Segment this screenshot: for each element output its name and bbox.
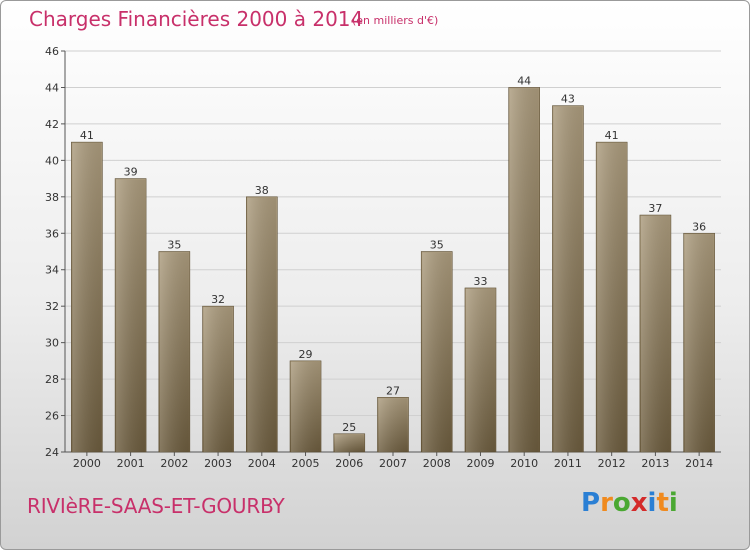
- y-tick-label: 42: [45, 118, 59, 131]
- logo-letter: r: [600, 488, 613, 518]
- bar-value-label: 37: [648, 202, 662, 215]
- x-tick-label: 2012: [598, 457, 626, 470]
- bar-highlight: [291, 361, 321, 452]
- y-tick-label: 28: [45, 373, 59, 386]
- logo-letter: o: [612, 488, 631, 518]
- x-tick-label: 2003: [204, 457, 232, 470]
- y-tick-label: 34: [45, 264, 59, 277]
- chart-title: Charges Financières 2000 à 2014: [29, 7, 364, 31]
- bar-value-label: 41: [605, 129, 619, 142]
- bar-value-label: 32: [211, 293, 225, 306]
- bar-highlight: [465, 288, 495, 452]
- bar-highlight: [72, 143, 102, 453]
- bar-highlight: [334, 434, 364, 452]
- commune-name: RIVIèRE-SAAS-ET-GOURBY: [27, 494, 285, 518]
- y-tick-label: 40: [45, 154, 59, 167]
- bar-highlight: [247, 197, 277, 452]
- x-tick-label: 2004: [248, 457, 276, 470]
- bar-highlight: [684, 234, 714, 452]
- data-labels: 41 39 35 32 38 29 25 27 35 33 44 43 41 37 36: [80, 74, 706, 433]
- bar-value-label: 35: [167, 239, 181, 252]
- x-tick-label: 2013: [641, 457, 669, 470]
- bar-highlight: [116, 179, 146, 452]
- y-tick-label: 44: [45, 81, 59, 94]
- chart-subtitle: (en milliers d'€): [352, 14, 439, 27]
- bar-value-label: 39: [124, 166, 138, 179]
- bar-highlight: [553, 106, 583, 452]
- bar-highlight: [509, 88, 539, 453]
- logo-letter: i: [668, 488, 678, 518]
- bar-value-label: 38: [255, 184, 269, 197]
- y-tick-label: 38: [45, 191, 59, 204]
- logo-letter: P: [581, 488, 601, 518]
- bar-value-label: 29: [299, 348, 313, 361]
- bars: [71, 87, 715, 453]
- x-tick-label: 2009: [466, 457, 494, 470]
- y-tick-label: 24: [45, 446, 59, 459]
- bar-highlight: [422, 252, 452, 452]
- x-tick-label: 2010: [510, 457, 538, 470]
- bar-highlight: [597, 143, 627, 453]
- y-tick-label: 30: [45, 337, 59, 350]
- x-tick-label: 2001: [117, 457, 145, 470]
- bar-highlight: [378, 398, 408, 452]
- logo-letter: t: [656, 488, 669, 518]
- bar-value-label: 43: [561, 93, 575, 106]
- bar-value-label: 44: [517, 74, 531, 87]
- y-tick-label: 26: [45, 410, 59, 423]
- logo-letter: i: [647, 488, 657, 518]
- x-tick-label: 2002: [160, 457, 188, 470]
- x-tick-label: 2008: [423, 457, 451, 470]
- bar-value-label: 35: [430, 239, 444, 252]
- logo-letter: x: [630, 488, 648, 518]
- proxiti-logo[interactable]: Proxiti: [581, 488, 678, 518]
- x-tick-label: 2014: [685, 457, 713, 470]
- x-tick-label: 2011: [554, 457, 582, 470]
- bar-highlight: [203, 307, 233, 452]
- bar-value-label: 41: [80, 129, 94, 142]
- x-tick-label: 2000: [73, 457, 101, 470]
- y-tick-label: 32: [45, 300, 59, 313]
- bar-value-label: 36: [692, 220, 706, 233]
- bar-value-label: 33: [473, 275, 487, 288]
- bar-highlight: [640, 216, 670, 452]
- x-tick-label: 2007: [379, 457, 407, 470]
- y-tick-label: 36: [45, 227, 59, 240]
- bar-value-label: 25: [342, 421, 356, 434]
- y-tick-label: 46: [45, 45, 59, 58]
- x-tick-label: 2005: [292, 457, 320, 470]
- x-tick-label: 2006: [335, 457, 363, 470]
- bar-value-label: 27: [386, 384, 400, 397]
- bar-highlight: [159, 252, 189, 452]
